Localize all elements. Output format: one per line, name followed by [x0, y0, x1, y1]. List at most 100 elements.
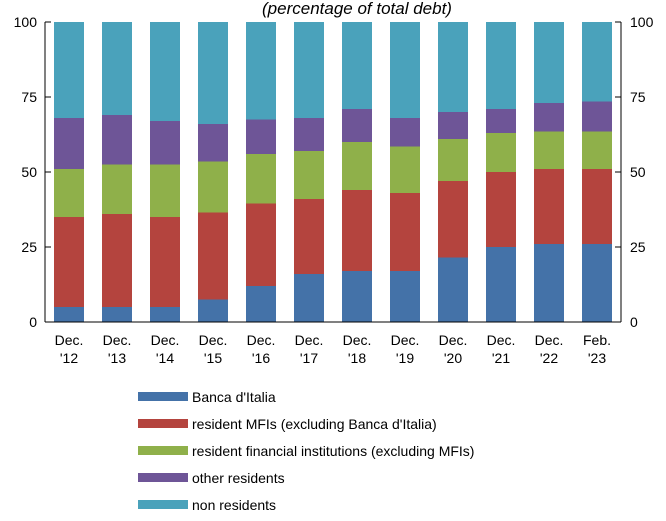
- y-tick-label-left-0: 0: [29, 314, 37, 330]
- x-tick-label-9-line2: '21: [492, 350, 510, 366]
- x-tick-label-5-line2: '17: [300, 350, 318, 366]
- x-tick-label-1-line2: '13: [108, 350, 126, 366]
- legend-item-1: resident MFIs (excluding Banca d'Italia): [138, 413, 474, 434]
- y-tick-label-left-25: 25: [21, 239, 37, 255]
- legend-label-3: other residents: [192, 469, 285, 486]
- bar-segment-0-4: [54, 22, 84, 118]
- bar-segment-8-4: [438, 22, 468, 112]
- x-tick-label-7-line2: '19: [396, 350, 414, 366]
- x-tick-label-8-line2: '20: [444, 350, 462, 366]
- bar-segment-3-3: [198, 124, 228, 162]
- x-tick-label-0-line1: Dec.: [55, 332, 84, 348]
- x-tick-label-1-line1: Dec.: [103, 332, 132, 348]
- bar-segment-9-1: [486, 172, 516, 247]
- bar-segment-2-1: [150, 217, 180, 307]
- x-tick-label-2-line1: Dec.: [151, 332, 180, 348]
- bar-segment-11-3: [582, 101, 612, 132]
- x-tick-label-4-line1: Dec.: [247, 332, 276, 348]
- bar-segment-9-2: [486, 133, 516, 172]
- x-tick-label-10-line2: '22: [540, 350, 558, 366]
- x-tick-label-7-line1: Dec.: [391, 332, 420, 348]
- bar-segment-6-3: [342, 109, 372, 142]
- legend-swatch-4: [138, 500, 188, 509]
- x-tick-label-10-line1: Dec.: [535, 332, 564, 348]
- x-tick-label-8-line1: Dec.: [439, 332, 468, 348]
- bar-segment-4-3: [246, 119, 276, 154]
- bar-segment-4-4: [246, 22, 276, 120]
- bar-segment-2-3: [150, 121, 180, 165]
- bar-segment-10-2: [534, 131, 564, 169]
- bar-segment-6-4: [342, 22, 372, 109]
- y-tick-label-left-100: 100: [14, 14, 38, 30]
- legend-item-3: other residents: [138, 467, 474, 488]
- bar-segment-1-0: [102, 307, 132, 322]
- legend-item-4: non residents: [138, 494, 474, 515]
- y-tick-label-left-75: 75: [21, 89, 37, 105]
- legend-item-2: resident financial institutions (excludi…: [138, 440, 474, 461]
- bar-segment-6-0: [342, 271, 372, 322]
- x-tick-label-3-line1: Dec.: [199, 332, 228, 348]
- bar-segment-6-2: [342, 142, 372, 190]
- bar-segment-9-0: [486, 247, 516, 322]
- legend: Banca d'Italia resident MFIs (excluding B…: [138, 386, 474, 521]
- bar-segment-3-4: [198, 22, 228, 124]
- bar-segment-7-4: [390, 22, 420, 118]
- legend-label-1: resident MFIs (excluding Banca d'Italia): [192, 415, 437, 432]
- bar-segment-5-4: [294, 22, 324, 118]
- bar-segment-3-2: [198, 161, 228, 213]
- y-tick-label-right-100: 100: [630, 14, 654, 30]
- legend-item-0: Banca d'Italia: [138, 386, 474, 407]
- bar-segment-8-1: [438, 181, 468, 258]
- bar-segment-8-3: [438, 112, 468, 139]
- x-tick-label-11-line2: '23: [588, 350, 606, 366]
- bar-segment-1-2: [102, 164, 132, 214]
- x-tick-label-3-line2: '15: [204, 350, 222, 366]
- bar-segment-10-3: [534, 103, 564, 132]
- legend-label-2: resident financial institutions (excludi…: [192, 442, 475, 459]
- y-tick-label-right-0: 0: [630, 314, 638, 330]
- bar-segment-7-0: [390, 271, 420, 322]
- y-tick-label-right-50: 50: [630, 164, 646, 180]
- bar-segment-9-4: [486, 22, 516, 109]
- bar-segment-5-0: [294, 274, 324, 322]
- bar-segment-4-2: [246, 154, 276, 204]
- bar-segment-0-3: [54, 118, 84, 169]
- bar-segment-0-2: [54, 169, 84, 217]
- bar-segment-3-1: [198, 212, 228, 300]
- chart-title: (percentage of total debt): [262, 0, 452, 18]
- bar-segment-10-4: [534, 22, 564, 103]
- bar-segment-7-3: [390, 118, 420, 147]
- bar-segment-2-4: [150, 22, 180, 121]
- x-tick-label-6-line1: Dec.: [343, 332, 372, 348]
- y-tick-label-right-25: 25: [630, 239, 646, 255]
- bar-segment-1-1: [102, 214, 132, 307]
- bar-segment-7-2: [390, 146, 420, 193]
- bar-segment-1-4: [102, 22, 132, 115]
- x-tick-label-11-line1: Feb.: [583, 332, 611, 348]
- legend-swatch-1: [138, 419, 188, 428]
- bar-segment-1-3: [102, 115, 132, 165]
- bar-segment-7-1: [390, 193, 420, 271]
- bar-segment-10-0: [534, 244, 564, 322]
- bar-segment-0-0: [54, 307, 84, 322]
- bar-segment-4-0: [246, 286, 276, 322]
- bar-segment-5-1: [294, 199, 324, 274]
- bar-segment-2-2: [150, 164, 180, 217]
- legend-label-4: non residents: [192, 496, 277, 513]
- legend-swatch-2: [138, 446, 188, 455]
- bar-segment-8-2: [438, 139, 468, 181]
- legend-swatch-0: [138, 392, 188, 401]
- bar-segment-11-1: [582, 169, 612, 244]
- x-tick-label-5-line1: Dec.: [295, 332, 324, 348]
- bar-segment-6-1: [342, 190, 372, 271]
- plot-area: 0 0 25 25 50 50 75 75 100 100 Dec. '12 Dec. '13 Dec. '1…: [14, 14, 654, 366]
- bar-segment-8-0: [438, 257, 468, 322]
- y-tick-label-right-75: 75: [630, 89, 646, 105]
- legend-swatch-3: [138, 473, 188, 482]
- y-tick-label-left-50: 50: [21, 164, 37, 180]
- x-tick-label-2-line2: '14: [156, 350, 174, 366]
- bar-segment-4-1: [246, 203, 276, 286]
- bar-segment-3-0: [198, 299, 228, 322]
- bar-segment-2-0: [150, 307, 180, 322]
